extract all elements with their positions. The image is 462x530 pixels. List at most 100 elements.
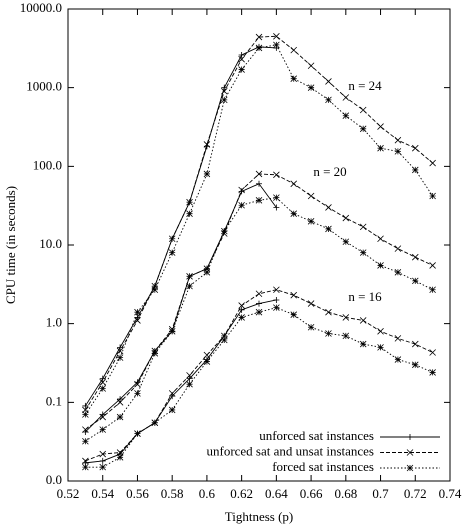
point-marker [307, 300, 315, 307]
point-marker [151, 350, 159, 357]
point-marker [342, 314, 350, 321]
point-marker [116, 413, 124, 421]
x-tick-label: 0.66 [300, 486, 323, 501]
point-marker [273, 171, 280, 179]
point-marker [394, 268, 402, 276]
point-marker [429, 286, 436, 294]
point-marker [168, 235, 176, 243]
point-marker [203, 170, 211, 178]
point-marker [186, 372, 193, 379]
point-marker [290, 291, 298, 299]
point-marker [290, 311, 298, 318]
point-marker [117, 396, 124, 403]
point-marker [290, 180, 298, 188]
point-marker [394, 148, 402, 155]
point-marker [134, 308, 141, 316]
point-marker [134, 380, 141, 388]
point-marker [359, 223, 367, 231]
point-marker [411, 253, 419, 261]
point-marker [134, 390, 141, 397]
point-marker [342, 214, 350, 222]
point-marker [273, 204, 280, 211]
point-marker [256, 300, 262, 307]
point-marker [359, 340, 367, 348]
point-marker [325, 96, 332, 104]
point-marker [82, 437, 89, 445]
point-marker [255, 170, 263, 178]
x-tick-label: 0.68 [334, 486, 357, 501]
point-marker [203, 358, 211, 365]
point-marker [377, 235, 384, 243]
legend-marker [406, 449, 414, 456]
point-marker [359, 317, 367, 324]
x-tick-label: 0.7 [372, 486, 389, 501]
y-axis-label: CPU time (in seconds) [3, 186, 18, 304]
series-line [84, 44, 434, 415]
point-marker [255, 33, 263, 41]
x-tick-label: 0.62 [230, 486, 253, 501]
point-marker [168, 328, 176, 335]
point-marker [99, 426, 107, 433]
point-marker [220, 87, 228, 95]
point-marker [238, 188, 245, 195]
point-marker [99, 385, 107, 392]
x-tick-label: 0.64 [265, 486, 288, 501]
point-marker [116, 454, 124, 461]
x-tick-label: 0.6 [199, 486, 216, 501]
point-marker [342, 238, 350, 246]
point-marker [203, 351, 211, 359]
point-marker [186, 198, 193, 206]
point-marker [99, 413, 107, 421]
point-marker [82, 463, 89, 471]
point-marker [82, 411, 89, 418]
point-marker [255, 44, 263, 52]
x-axis-label: Tightness (p) [225, 509, 294, 524]
point-marker [220, 96, 228, 104]
point-marker [394, 136, 402, 144]
point-marker [290, 46, 298, 54]
point-marker [168, 406, 176, 414]
point-marker [307, 323, 315, 331]
point-marker [307, 62, 315, 70]
plot-frame [67, 8, 451, 482]
point-marker [377, 123, 384, 130]
point-marker [342, 94, 350, 101]
y-tick-label: 10000.0 [20, 0, 62, 15]
point-marker [273, 286, 280, 294]
point-marker [342, 332, 350, 340]
x-tick-label: 0.74 [439, 486, 462, 501]
point-marker [325, 225, 332, 233]
legend-label: unforced sat and unsat instances [206, 443, 374, 458]
point-marker [273, 41, 280, 49]
point-marker [325, 204, 332, 211]
y-tick-label: 1000.0 [26, 79, 62, 94]
point-marker [377, 262, 384, 269]
point-marker [429, 369, 436, 376]
y-tick-label: 10.0 [39, 236, 62, 251]
point-marker [429, 349, 436, 356]
point-marker [116, 354, 124, 361]
x-tick-label: 0.58 [161, 486, 184, 501]
point-marker [168, 390, 176, 397]
point-marker [273, 194, 280, 201]
series-line [85, 299, 277, 464]
point-marker [116, 399, 124, 406]
point-marker [238, 302, 245, 309]
point-marker [134, 430, 141, 437]
point-marker [429, 192, 436, 200]
point-marker [394, 356, 402, 363]
point-marker [411, 340, 419, 348]
point-marker [116, 449, 124, 456]
y-tick-label: 1.0 [46, 315, 62, 330]
point-marker [411, 361, 419, 369]
point-marker [203, 268, 211, 276]
point-marker [238, 186, 245, 194]
point-marker [82, 426, 89, 433]
point-marker [377, 344, 384, 351]
legend-marker [406, 464, 414, 472]
point-marker [99, 450, 107, 458]
point-marker [273, 32, 280, 40]
point-marker [255, 308, 263, 316]
legend-marker [407, 434, 413, 440]
